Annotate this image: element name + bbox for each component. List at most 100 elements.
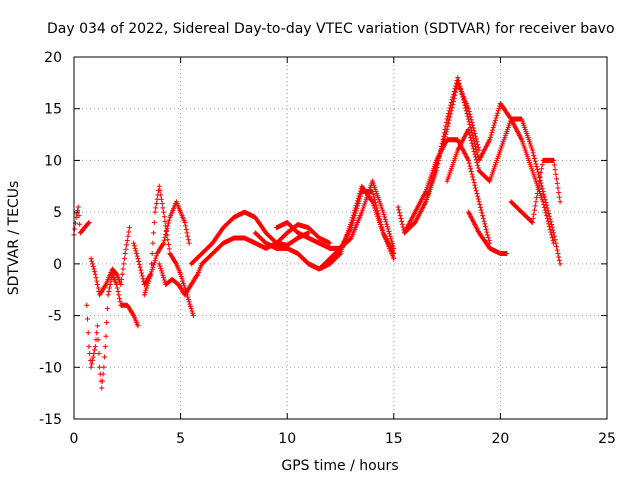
- data-point: [91, 350, 97, 356]
- data-point: [151, 262, 157, 268]
- x-tick-label: 10: [278, 431, 296, 447]
- data-point: [187, 301, 193, 307]
- data-point: [349, 222, 355, 228]
- data-point: [356, 198, 362, 204]
- data-point: [387, 233, 393, 239]
- data-point: [351, 215, 357, 221]
- data-point: [185, 237, 191, 243]
- data-point: [161, 240, 167, 246]
- data-point: [372, 199, 378, 205]
- data-point: [382, 216, 388, 222]
- x-tick-label: 15: [385, 431, 403, 447]
- data-point: [157, 188, 163, 194]
- data-point: [450, 91, 456, 97]
- data-point: [374, 205, 380, 211]
- data-point: [92, 269, 98, 275]
- data-point: [352, 210, 358, 216]
- data-point: [97, 364, 103, 370]
- data-point: [486, 237, 492, 243]
- data-point: [352, 213, 358, 219]
- data-point: [90, 354, 96, 360]
- data-point: [327, 240, 333, 246]
- data-point: [89, 361, 95, 367]
- data-point: [126, 229, 132, 235]
- data-point: [132, 245, 138, 251]
- data-point: [441, 133, 447, 139]
- data-point: [183, 223, 189, 229]
- data-point: [166, 241, 172, 247]
- data-point: [185, 296, 191, 302]
- data-point: [446, 111, 452, 117]
- data-point: [548, 219, 554, 225]
- data-point: [92, 344, 98, 350]
- data-point: [467, 122, 473, 128]
- data-point: [378, 222, 384, 228]
- data-point: [530, 215, 536, 221]
- x-tick-label: 0: [70, 431, 79, 447]
- data-point: [530, 150, 536, 156]
- series-arc-5: [141, 199, 192, 298]
- data-point: [151, 219, 157, 225]
- data-point: [531, 153, 537, 159]
- data-point: [85, 316, 91, 322]
- data-point: [376, 213, 382, 219]
- data-point: [350, 220, 356, 226]
- data-point: [121, 261, 127, 267]
- data-point: [557, 261, 563, 267]
- data-point: [158, 196, 164, 202]
- data-point: [387, 231, 393, 237]
- data-point: [102, 344, 108, 350]
- data-point: [443, 123, 449, 129]
- data-point: [470, 143, 476, 149]
- data-point: [137, 264, 143, 270]
- data-point: [107, 282, 113, 288]
- y-tick-label: 0: [53, 257, 62, 273]
- data-point: [484, 229, 490, 235]
- data-point: [473, 154, 479, 160]
- data-point: [116, 295, 122, 301]
- data-point: [463, 108, 469, 114]
- data-point: [397, 213, 403, 219]
- data-point: [381, 212, 387, 218]
- data-point: [354, 205, 360, 211]
- data-point: [105, 292, 111, 298]
- data-point: [119, 271, 125, 277]
- data-point: [106, 288, 112, 294]
- data-point: [357, 193, 363, 199]
- series-arc-11: [295, 188, 397, 272]
- data-point: [136, 261, 142, 267]
- data-point: [470, 146, 476, 152]
- data-point: [165, 237, 171, 243]
- data-point: [493, 115, 499, 121]
- data-point: [551, 230, 557, 236]
- data-point: [380, 209, 386, 215]
- data-point: [148, 271, 154, 277]
- data-point: [492, 117, 498, 123]
- data-point: [353, 208, 359, 214]
- data-point: [490, 127, 496, 133]
- data-point: [113, 270, 119, 276]
- data-point: [115, 288, 121, 294]
- data-point: [104, 319, 110, 325]
- data-point: [475, 193, 481, 199]
- data-point: [541, 191, 547, 197]
- data-point: [554, 247, 560, 253]
- data-point: [470, 174, 476, 180]
- data-point: [535, 169, 541, 175]
- data-point: [90, 263, 96, 269]
- data-point: [487, 134, 493, 140]
- data-point: [467, 163, 473, 169]
- data-point: [463, 105, 469, 111]
- data-point: [153, 253, 159, 259]
- data-point: [469, 171, 475, 177]
- data-point: [103, 333, 109, 339]
- data-point: [395, 204, 401, 210]
- data-point: [438, 144, 444, 150]
- data-point: [161, 275, 167, 281]
- data-point: [466, 119, 472, 125]
- data-point: [142, 290, 148, 296]
- data-point: [466, 160, 472, 166]
- data-point: [532, 207, 538, 213]
- data-point: [439, 140, 445, 146]
